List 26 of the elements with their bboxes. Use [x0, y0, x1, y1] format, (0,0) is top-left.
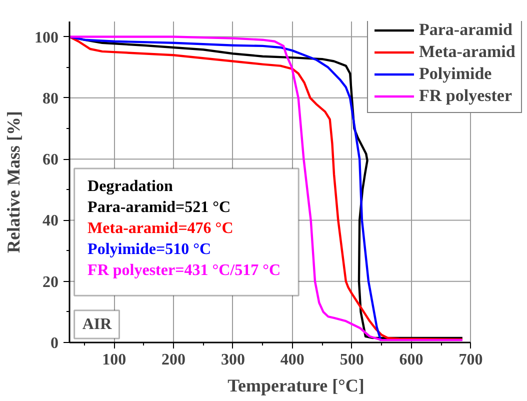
legend-label: Polyimide — [419, 64, 492, 84]
legend-label: FR polyester — [419, 86, 512, 106]
y-axis-title: Relative Mass [%] — [4, 111, 24, 253]
y-tick-label: 80 — [42, 90, 58, 108]
x-tick-label: 500 — [340, 352, 364, 368]
line-series — [70, 36, 382, 342]
legend-label: Meta-aramid — [419, 42, 516, 62]
x-tick-label: 600 — [399, 352, 424, 368]
x-tick-label: 300 — [220, 352, 245, 368]
x-axis-title: Temperature [°C] — [228, 376, 364, 396]
x-tick-label: 100 — [102, 352, 126, 368]
x-tick-label: 700 — [458, 352, 483, 368]
x-tick-label: 400 — [280, 352, 304, 368]
annotation: AIR — [82, 316, 112, 334]
y-tick-label: 40 — [42, 212, 58, 230]
x-tick-label: 200 — [162, 352, 186, 368]
y-tick-label: 60 — [42, 152, 58, 169]
annotation: Degradation — [88, 178, 173, 195]
annotation: FR polyester=431 °C/517 °C — [88, 262, 281, 280]
annotation: Polyimide=510 °C — [88, 240, 212, 258]
annotation: Para-aramid=521 °C — [88, 198, 231, 216]
y-tick-label: 100 — [34, 29, 58, 46]
annotation: Meta-aramid=476 °C — [88, 220, 234, 238]
legend-label: Para-aramid — [419, 20, 512, 40]
y-tick-label: 0 — [50, 335, 58, 352]
y-tick-label: 20 — [42, 274, 58, 291]
